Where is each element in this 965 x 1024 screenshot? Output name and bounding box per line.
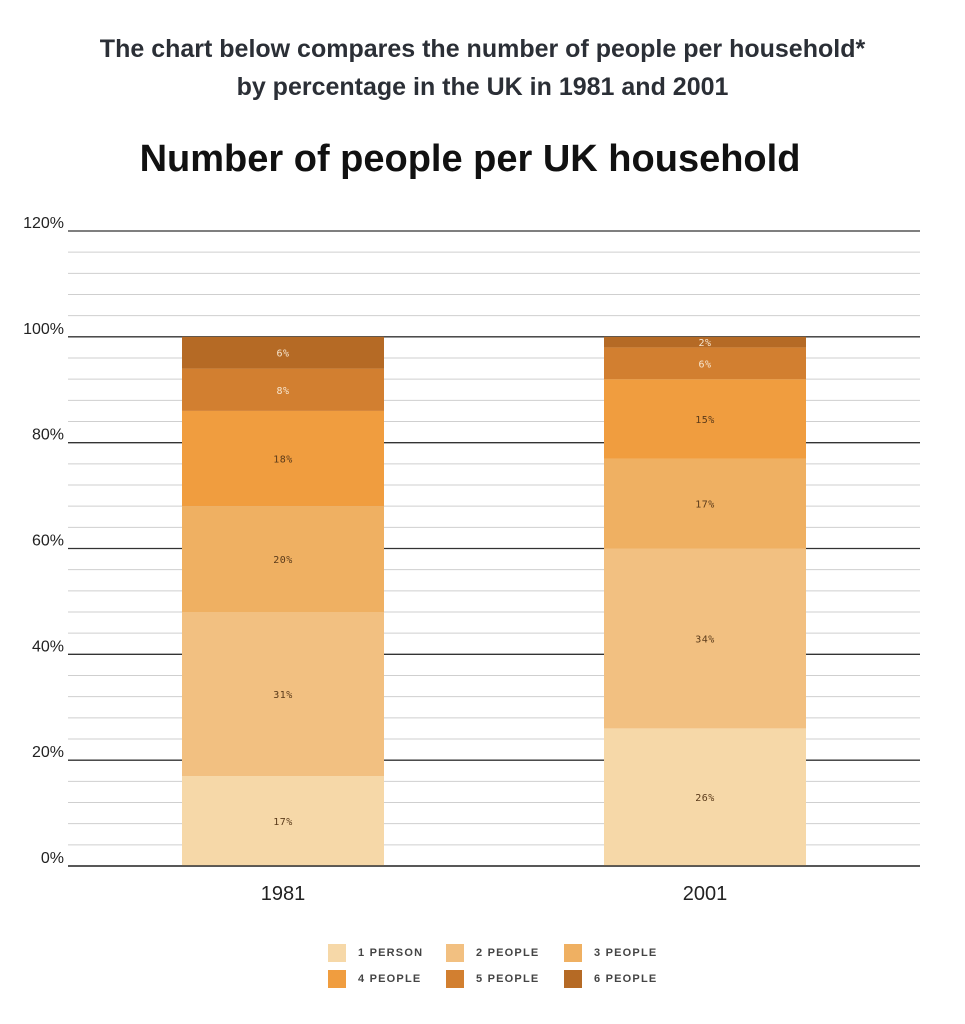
page-heading-line-1: The chart below compares the number of p…	[99, 35, 866, 63]
bar-segment-1981-1	[182, 776, 384, 866]
legend-swatch	[446, 944, 464, 962]
legend-item: 3 PEOPLE	[564, 944, 657, 962]
legend-label: 2 PEOPLE	[476, 947, 540, 959]
bar-segment-2001-6	[604, 336, 806, 348]
legend-item: 4 PEOPLE	[328, 970, 421, 988]
legend-item: 5 PEOPLE	[446, 970, 539, 988]
legend-swatch	[446, 970, 464, 988]
bars	[182, 336, 806, 866]
bar-data-label: 18%	[273, 455, 293, 466]
legend-item: 2 PEOPLE	[446, 944, 539, 962]
bar-data-label: 6%	[276, 349, 289, 360]
y-tick-label: 0%	[41, 850, 64, 867]
bar-data-label: 20%	[273, 555, 293, 566]
bar-segment-1981-6	[182, 336, 384, 369]
y-tick-label: 40%	[32, 638, 64, 655]
y-tick-label: 120%	[23, 215, 64, 232]
legend-swatch	[328, 944, 346, 962]
bar-segment-1981-3	[182, 506, 384, 612]
y-tick-label: 20%	[32, 744, 64, 761]
bar-data-label: 8%	[276, 386, 289, 397]
bar-segment-2001-1	[604, 728, 806, 866]
stacked-bar-chart: 17% 31% 20% 18% 8% 6% 26% 34% 17% 15% 6% 2% 0% 20% 40…	[23, 215, 920, 905]
bar-segment-2001-4	[604, 379, 806, 459]
bar-segment-2001-2	[604, 548, 806, 729]
bar-segment-2001-5	[604, 347, 806, 380]
legend-swatch	[564, 970, 582, 988]
bar-segment-1981-2	[182, 612, 384, 777]
chart-title: Number of people per UK household	[139, 138, 801, 180]
bar-segment-2001-3	[604, 458, 806, 549]
legend-label: 4 PEOPLE	[358, 973, 422, 985]
bar-data-label: 31%	[273, 690, 293, 701]
legend-swatch	[564, 944, 582, 962]
legend-label: 1 PERSON	[358, 947, 424, 959]
page-heading: The chart below compares the number of p…	[0, 30, 965, 106]
y-tick-label: 80%	[32, 427, 64, 444]
bar-data-label: 17%	[695, 500, 715, 511]
legend-item: 1 PERSON	[328, 944, 423, 962]
bar-data-label: 26%	[695, 793, 715, 804]
bar-data-label: 17%	[273, 817, 293, 828]
page-heading-line-2: by percentage in the UK in 1981 and 2001	[236, 73, 729, 101]
bar-data-label: 6%	[698, 359, 711, 370]
x-category-label: 2001	[683, 883, 728, 905]
y-tick-label: 60%	[32, 533, 64, 550]
axes: 0% 20% 40% 60% 80% 100% 120% 1981 2001	[23, 215, 920, 905]
bar-segment-1981-5	[182, 368, 384, 411]
y-tick-label: 100%	[23, 321, 64, 338]
legend-item: 6 PEOPLE	[564, 970, 657, 988]
bar-labels: 17% 31% 20% 18% 8% 6% 26% 34% 17% 15% 6% 2%	[273, 338, 715, 828]
legend-label: 6 PEOPLE	[594, 973, 658, 985]
legend-label: 3 PEOPLE	[594, 947, 658, 959]
bar-data-label: 34%	[695, 634, 715, 645]
x-category-label: 1981	[261, 883, 306, 905]
bar-segment-1981-4	[182, 410, 384, 507]
bar-data-label: 2%	[698, 338, 711, 349]
bar-data-label: 15%	[695, 415, 715, 426]
legend-label: 5 PEOPLE	[476, 973, 540, 985]
legend-swatch	[328, 970, 346, 988]
